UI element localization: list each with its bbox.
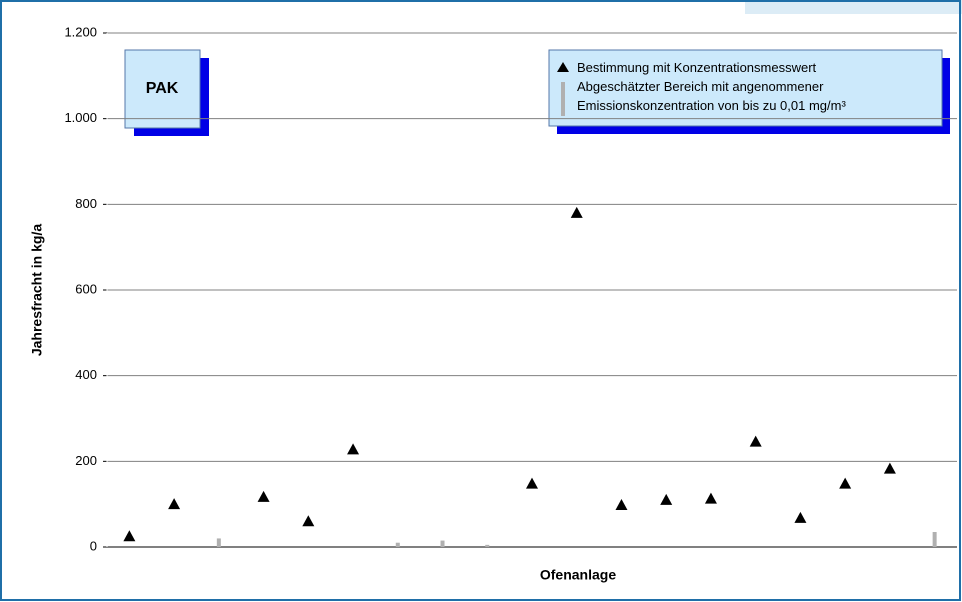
triangle-marker <box>615 499 628 511</box>
y-tick-label: 800 <box>75 196 97 211</box>
legend-entry: Bestimmung mit Konzentrationsmesswert <box>577 60 817 75</box>
y-tick-label: 1.200 <box>64 24 97 39</box>
x-axis-label: Ofenanlage <box>540 567 616 583</box>
range-bar <box>216 538 221 547</box>
legend-entry: Abgeschätzter Bereich mit angenommener E… <box>577 79 846 113</box>
legend-triangle <box>557 62 569 72</box>
y-tick-label: 0 <box>90 538 97 553</box>
range-bar <box>485 544 490 547</box>
range-bar <box>395 542 400 547</box>
range-bar <box>440 540 445 547</box>
y-tick-label: 200 <box>75 453 97 468</box>
triangle-marker <box>883 462 896 474</box>
triangle-marker <box>257 490 270 502</box>
y-tick-label: 1.000 <box>64 110 97 125</box>
legend: Bestimmung mit Konzentrationsmesswert Ab… <box>577 58 907 115</box>
range-bar <box>932 532 937 547</box>
triangle-marker <box>749 435 762 447</box>
triangle-marker <box>168 498 181 510</box>
title-box <box>124 49 201 129</box>
triangle-marker <box>123 530 136 542</box>
triangle-marker <box>794 511 807 523</box>
legend-range <box>561 82 565 116</box>
triangle-marker <box>570 206 583 218</box>
triangle-marker <box>526 477 538 489</box>
triangle-marker <box>347 443 360 455</box>
y-axis-label: Jahresfracht in kg/a <box>29 224 45 356</box>
y-tick-label: 400 <box>75 367 97 382</box>
triangle-marker <box>660 493 673 505</box>
chart-title: PAK <box>146 80 179 97</box>
y-tick-label: 600 <box>75 281 97 296</box>
triangle-marker <box>302 515 315 527</box>
triangle-marker <box>839 477 852 489</box>
legend-box <box>548 49 943 127</box>
tab <box>745 0 962 14</box>
triangle-marker <box>704 492 717 504</box>
